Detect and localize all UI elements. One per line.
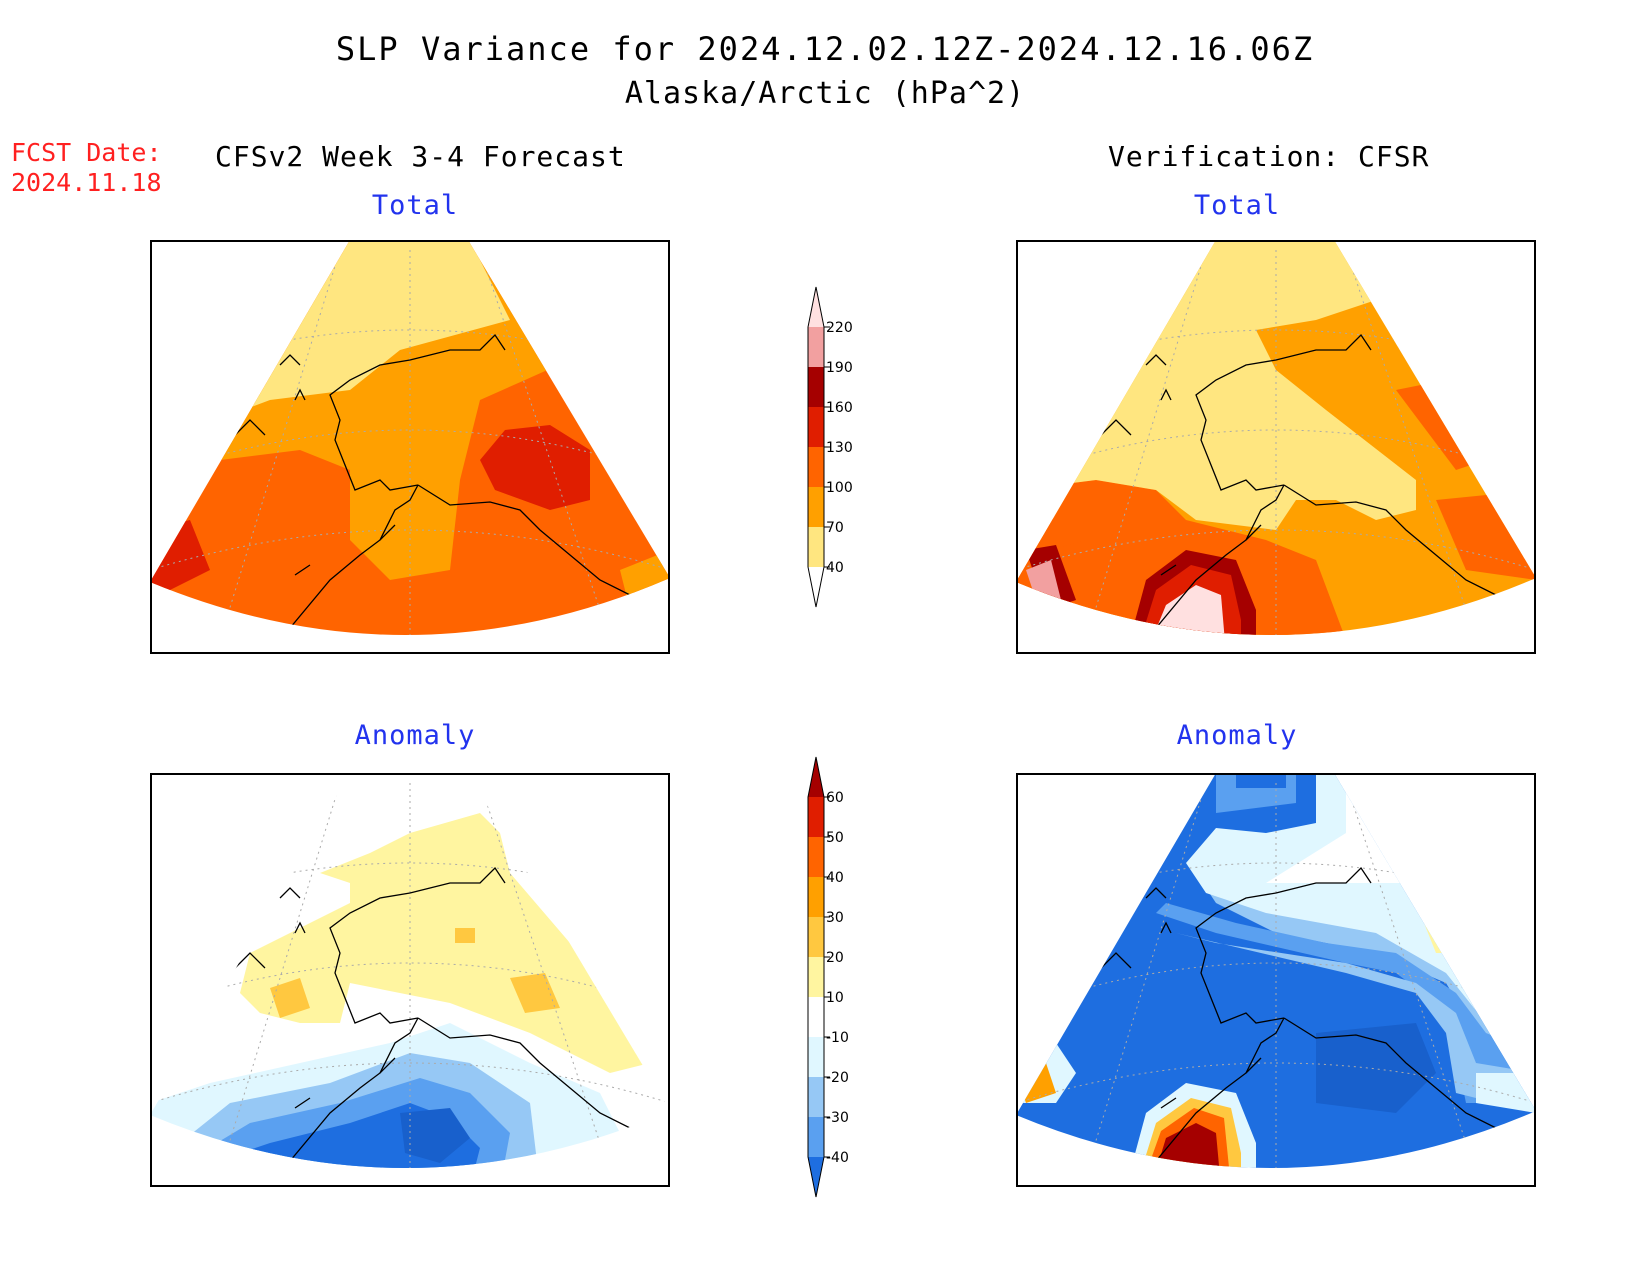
total-colorbar-band	[808, 327, 824, 367]
total-colorbar-tick-label: 130	[826, 440, 853, 456]
anomaly-colorbar-band	[808, 1077, 824, 1117]
anomaly-colorbar-tick-label: -40	[826, 1150, 849, 1166]
forecast-anomaly-map	[150, 773, 670, 1187]
verification-column-heading: Verification: CFSR	[1108, 140, 1430, 173]
forecast-total-map	[150, 240, 670, 654]
total-colorbar-tick-label: 190	[826, 360, 853, 376]
anomaly-colorbar-band	[808, 1157, 824, 1197]
forecast-total-title: Total	[371, 190, 459, 221]
total-colorbar-band	[808, 487, 824, 527]
verification-anomaly-map	[1016, 773, 1536, 1187]
anomaly-colorbar-band	[808, 917, 824, 957]
anomaly-colorbar-tick-label: -10	[826, 1030, 849, 1046]
anomaly-colorbar-band	[808, 757, 824, 797]
verification-total-map	[1016, 240, 1536, 654]
verification-total-title: Total	[1193, 190, 1281, 221]
total-colorbar-band	[808, 407, 824, 447]
anomaly-colorbar-tick-label: 30	[826, 910, 844, 926]
total-colorbar-band	[808, 287, 824, 327]
total-colorbar-band	[808, 367, 824, 407]
total-colorbar-tick-label: 40	[826, 560, 844, 576]
total-colorbar-tick-label: 220	[826, 320, 853, 336]
verification-anomaly-title: Anomaly	[1176, 720, 1298, 751]
anomaly-colorbar-band	[808, 957, 824, 997]
chart-subtitle: Alaska/Arctic (hPa^2)	[624, 76, 1026, 111]
forecast-date-label: FCST Date:	[11, 138, 162, 167]
anomaly-colorbar-band	[808, 797, 824, 837]
total-colorbar: 40 70 100 130 160 190 220	[807, 286, 853, 608]
anomaly-colorbar-tick-label: 60	[826, 790, 844, 806]
total-colorbar-tick-label: 160	[826, 400, 853, 416]
total-colorbar-band	[808, 567, 824, 607]
anomaly-colorbar-tick-label: 20	[826, 950, 844, 966]
anomaly-colorbar-band	[808, 1037, 824, 1077]
total-colorbar-band	[808, 447, 824, 487]
forecast-column-heading: CFSv2 Week 3-4 Forecast	[215, 140, 626, 173]
anomaly-colorbar-tick-label: 10	[826, 990, 844, 1006]
anomaly-colorbar: -40 -30 -20 -10 10 20 30 40 50 60	[807, 756, 849, 1198]
anomaly-colorbar-band	[808, 1117, 824, 1157]
forecast-date-value: 2024.11.18	[11, 168, 162, 197]
total-colorbar-tick-label: 100	[826, 480, 853, 496]
anomaly-colorbar-tick-label: 40	[826, 870, 844, 886]
anomaly-colorbar-tick-label: -20	[826, 1070, 849, 1086]
total-colorbar-tick-label: 70	[826, 520, 844, 536]
anomaly-colorbar-band	[808, 837, 824, 877]
anomaly-colorbar-tick-label: -30	[826, 1110, 849, 1126]
anomaly-colorbar-band	[808, 877, 824, 917]
chart-title: SLP Variance for 2024.12.02.12Z-2024.12.…	[335, 30, 1315, 68]
anomaly-colorbar-band	[808, 997, 824, 1037]
total-colorbar-band	[808, 527, 824, 567]
forecast-anomaly-title: Anomaly	[354, 720, 476, 751]
forecast-date-block: FCST Date: 2024.11.18	[11, 138, 162, 198]
anomaly-colorbar-tick-label: 50	[826, 830, 844, 846]
